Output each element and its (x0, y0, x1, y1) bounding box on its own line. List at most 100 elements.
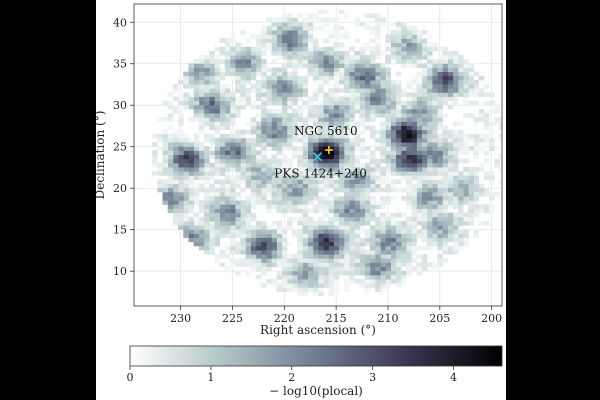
heatmap-cell (297, 220, 303, 226)
heatmap-cell (457, 137, 464, 143)
heatmap-cell (457, 233, 464, 238)
heatmap-cell (307, 283, 314, 288)
heatmap-cell (354, 63, 360, 68)
heatmap-cell (421, 200, 428, 205)
heatmap-cell (209, 229, 215, 234)
heatmap-cell (318, 121, 324, 126)
heatmap-cell (338, 204, 345, 209)
heatmap-cell (276, 133, 283, 139)
heatmap-cell (302, 38, 309, 43)
heatmap-cell (354, 84, 360, 89)
heatmap-cell (214, 88, 220, 93)
heatmap-cell (292, 233, 298, 238)
heatmap-cell (276, 279, 283, 284)
heatmap-cell (323, 274, 329, 280)
heatmap-cell (354, 175, 360, 180)
heatmap-cell (478, 183, 485, 189)
heatmap-cell (406, 129, 412, 135)
heatmap-cell (489, 196, 495, 201)
heatmap-cell (359, 237, 366, 243)
heatmap-cell (240, 42, 246, 48)
heatmap-cell (333, 200, 340, 205)
heatmap-cell (328, 158, 334, 164)
heatmap-cell (183, 175, 189, 180)
heatmap-cell (333, 262, 340, 267)
heatmap-cell (426, 208, 433, 214)
heatmap-cell (224, 100, 231, 106)
heatmap-cell (364, 79, 371, 85)
heatmap-cell (343, 59, 350, 64)
heatmap-cell (162, 150, 169, 155)
heatmap-cell (178, 96, 184, 102)
heatmap-cell (364, 100, 371, 106)
heatmap-cell (235, 162, 241, 168)
heatmap-cell (286, 121, 293, 126)
heatmap-cell (219, 167, 226, 172)
heatmap-cell (286, 258, 293, 263)
heatmap-cell (172, 216, 179, 222)
heatmap-cell (421, 133, 428, 139)
heatmap-cell (426, 245, 433, 251)
heatmap-cell (426, 108, 433, 114)
heatmap-cell (297, 146, 303, 151)
heatmap-cell (167, 137, 174, 143)
heatmap-cell (364, 113, 371, 118)
heatmap-cell (152, 133, 158, 139)
heatmap-cell (323, 133, 329, 139)
heatmap-cell (203, 162, 210, 168)
heatmap-cell (333, 287, 340, 292)
heatmap-cell (333, 59, 340, 64)
heatmap-cell (271, 250, 277, 255)
heatmap-cell (328, 67, 334, 73)
heatmap-cell (364, 92, 371, 97)
heatmap-cell (364, 237, 371, 243)
heatmap-cell (250, 266, 257, 272)
heatmap-cell (297, 133, 303, 139)
heatmap-cell (468, 137, 474, 143)
heatmap-cell (240, 250, 246, 255)
heatmap-cell (297, 187, 303, 193)
heatmap-cell (364, 233, 371, 238)
heatmap-cell (312, 96, 319, 102)
heatmap-cell (452, 154, 459, 160)
heatmap-cell (385, 150, 391, 155)
heatmap-cell (323, 162, 329, 168)
heatmap-cell (426, 142, 433, 147)
heatmap-cell (437, 171, 443, 176)
heatmap-cell (271, 175, 277, 180)
heatmap-cell (229, 71, 236, 77)
heatmap-cell (292, 71, 298, 77)
heatmap-cell (302, 245, 309, 251)
heatmap-cell (437, 59, 443, 64)
heatmap-cell (364, 200, 371, 205)
heatmap-cell (224, 104, 231, 110)
heatmap-cell (307, 137, 314, 143)
heatmap-cell (271, 179, 277, 185)
heatmap-cell (224, 208, 231, 214)
heatmap-cell (473, 146, 480, 151)
heatmap-cell (219, 250, 226, 255)
heatmap-cell (463, 179, 469, 185)
heatmap-cell (276, 17, 283, 23)
heatmap-cell (483, 92, 490, 97)
heatmap-cell (328, 92, 334, 97)
heatmap-cell (328, 250, 334, 255)
heatmap-cell (411, 142, 417, 147)
heatmap-cell (468, 179, 474, 185)
heatmap-cell (349, 154, 355, 160)
heatmap-cell (188, 233, 194, 238)
heatmap-cell (209, 250, 215, 255)
heatmap-cell (250, 225, 257, 230)
heatmap-cell (452, 55, 459, 60)
heatmap-cell (214, 46, 220, 52)
heatmap-cell (463, 191, 469, 197)
heatmap-cell (312, 274, 319, 280)
heatmap-cell (375, 179, 381, 185)
heatmap-cell (442, 137, 448, 143)
heatmap-cell (250, 154, 257, 160)
heatmap-cell (323, 237, 329, 243)
heatmap-cell (323, 233, 329, 238)
heatmap-cell (250, 237, 257, 243)
heatmap-cell (333, 50, 340, 56)
heatmap-cell (463, 167, 469, 172)
